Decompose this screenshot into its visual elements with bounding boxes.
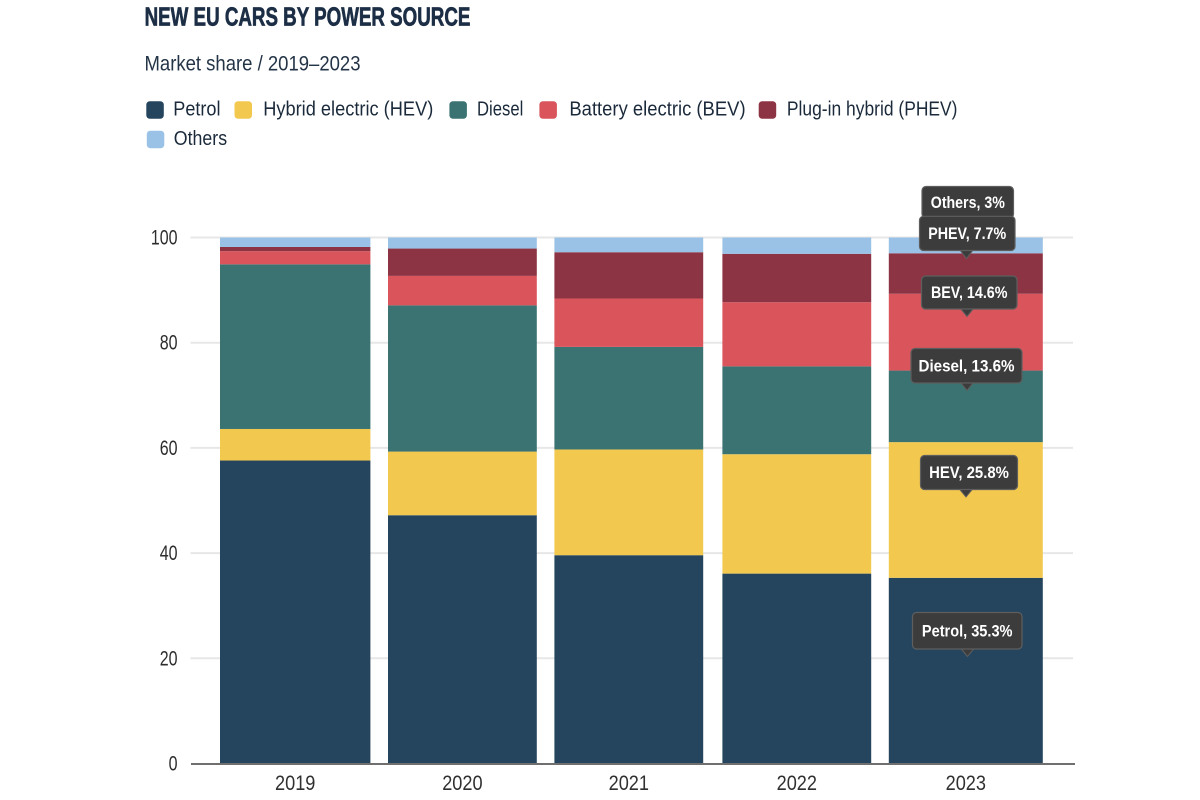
svg-text:Diesel, 13.6%: Diesel, 13.6%	[919, 357, 1015, 375]
svg-text:60: 60	[160, 436, 178, 460]
svg-text:NEW EU CARS BY POWER SOURCE: NEW EU CARS BY POWER SOURCE	[145, 3, 471, 31]
svg-text:2020: 2020	[442, 772, 482, 795]
svg-text:2021: 2021	[609, 772, 649, 795]
svg-text:Others, 3%: Others, 3%	[931, 194, 1005, 212]
svg-text:20: 20	[160, 646, 178, 670]
svg-text:Diesel: Diesel	[477, 98, 523, 120]
svg-text:Petrol: Petrol	[173, 98, 220, 120]
svg-text:2023: 2023	[946, 772, 986, 795]
svg-text:0: 0	[169, 752, 178, 776]
svg-text:2019: 2019	[275, 772, 315, 795]
svg-text:Battery electric (BEV): Battery electric (BEV)	[569, 98, 745, 120]
svg-text:Market share / 2019–2023: Market share / 2019–2023	[145, 51, 361, 76]
svg-text:PHEV, 7.7%: PHEV, 7.7%	[928, 225, 1006, 243]
svg-text:Others: Others	[174, 128, 227, 150]
svg-text:40: 40	[160, 541, 178, 565]
svg-text:Petrol, 35.3%: Petrol, 35.3%	[922, 622, 1013, 640]
svg-text:Plug-in hybrid (PHEV): Plug-in hybrid (PHEV)	[787, 98, 958, 120]
svg-text:80: 80	[160, 331, 178, 355]
svg-text:100: 100	[151, 226, 178, 250]
svg-text:HEV, 25.8%: HEV, 25.8%	[929, 464, 1009, 482]
svg-text:2022: 2022	[777, 772, 817, 795]
svg-text:BEV, 14.6%: BEV, 14.6%	[931, 284, 1008, 302]
svg-text:Hybrid electric (HEV): Hybrid electric (HEV)	[263, 98, 433, 120]
